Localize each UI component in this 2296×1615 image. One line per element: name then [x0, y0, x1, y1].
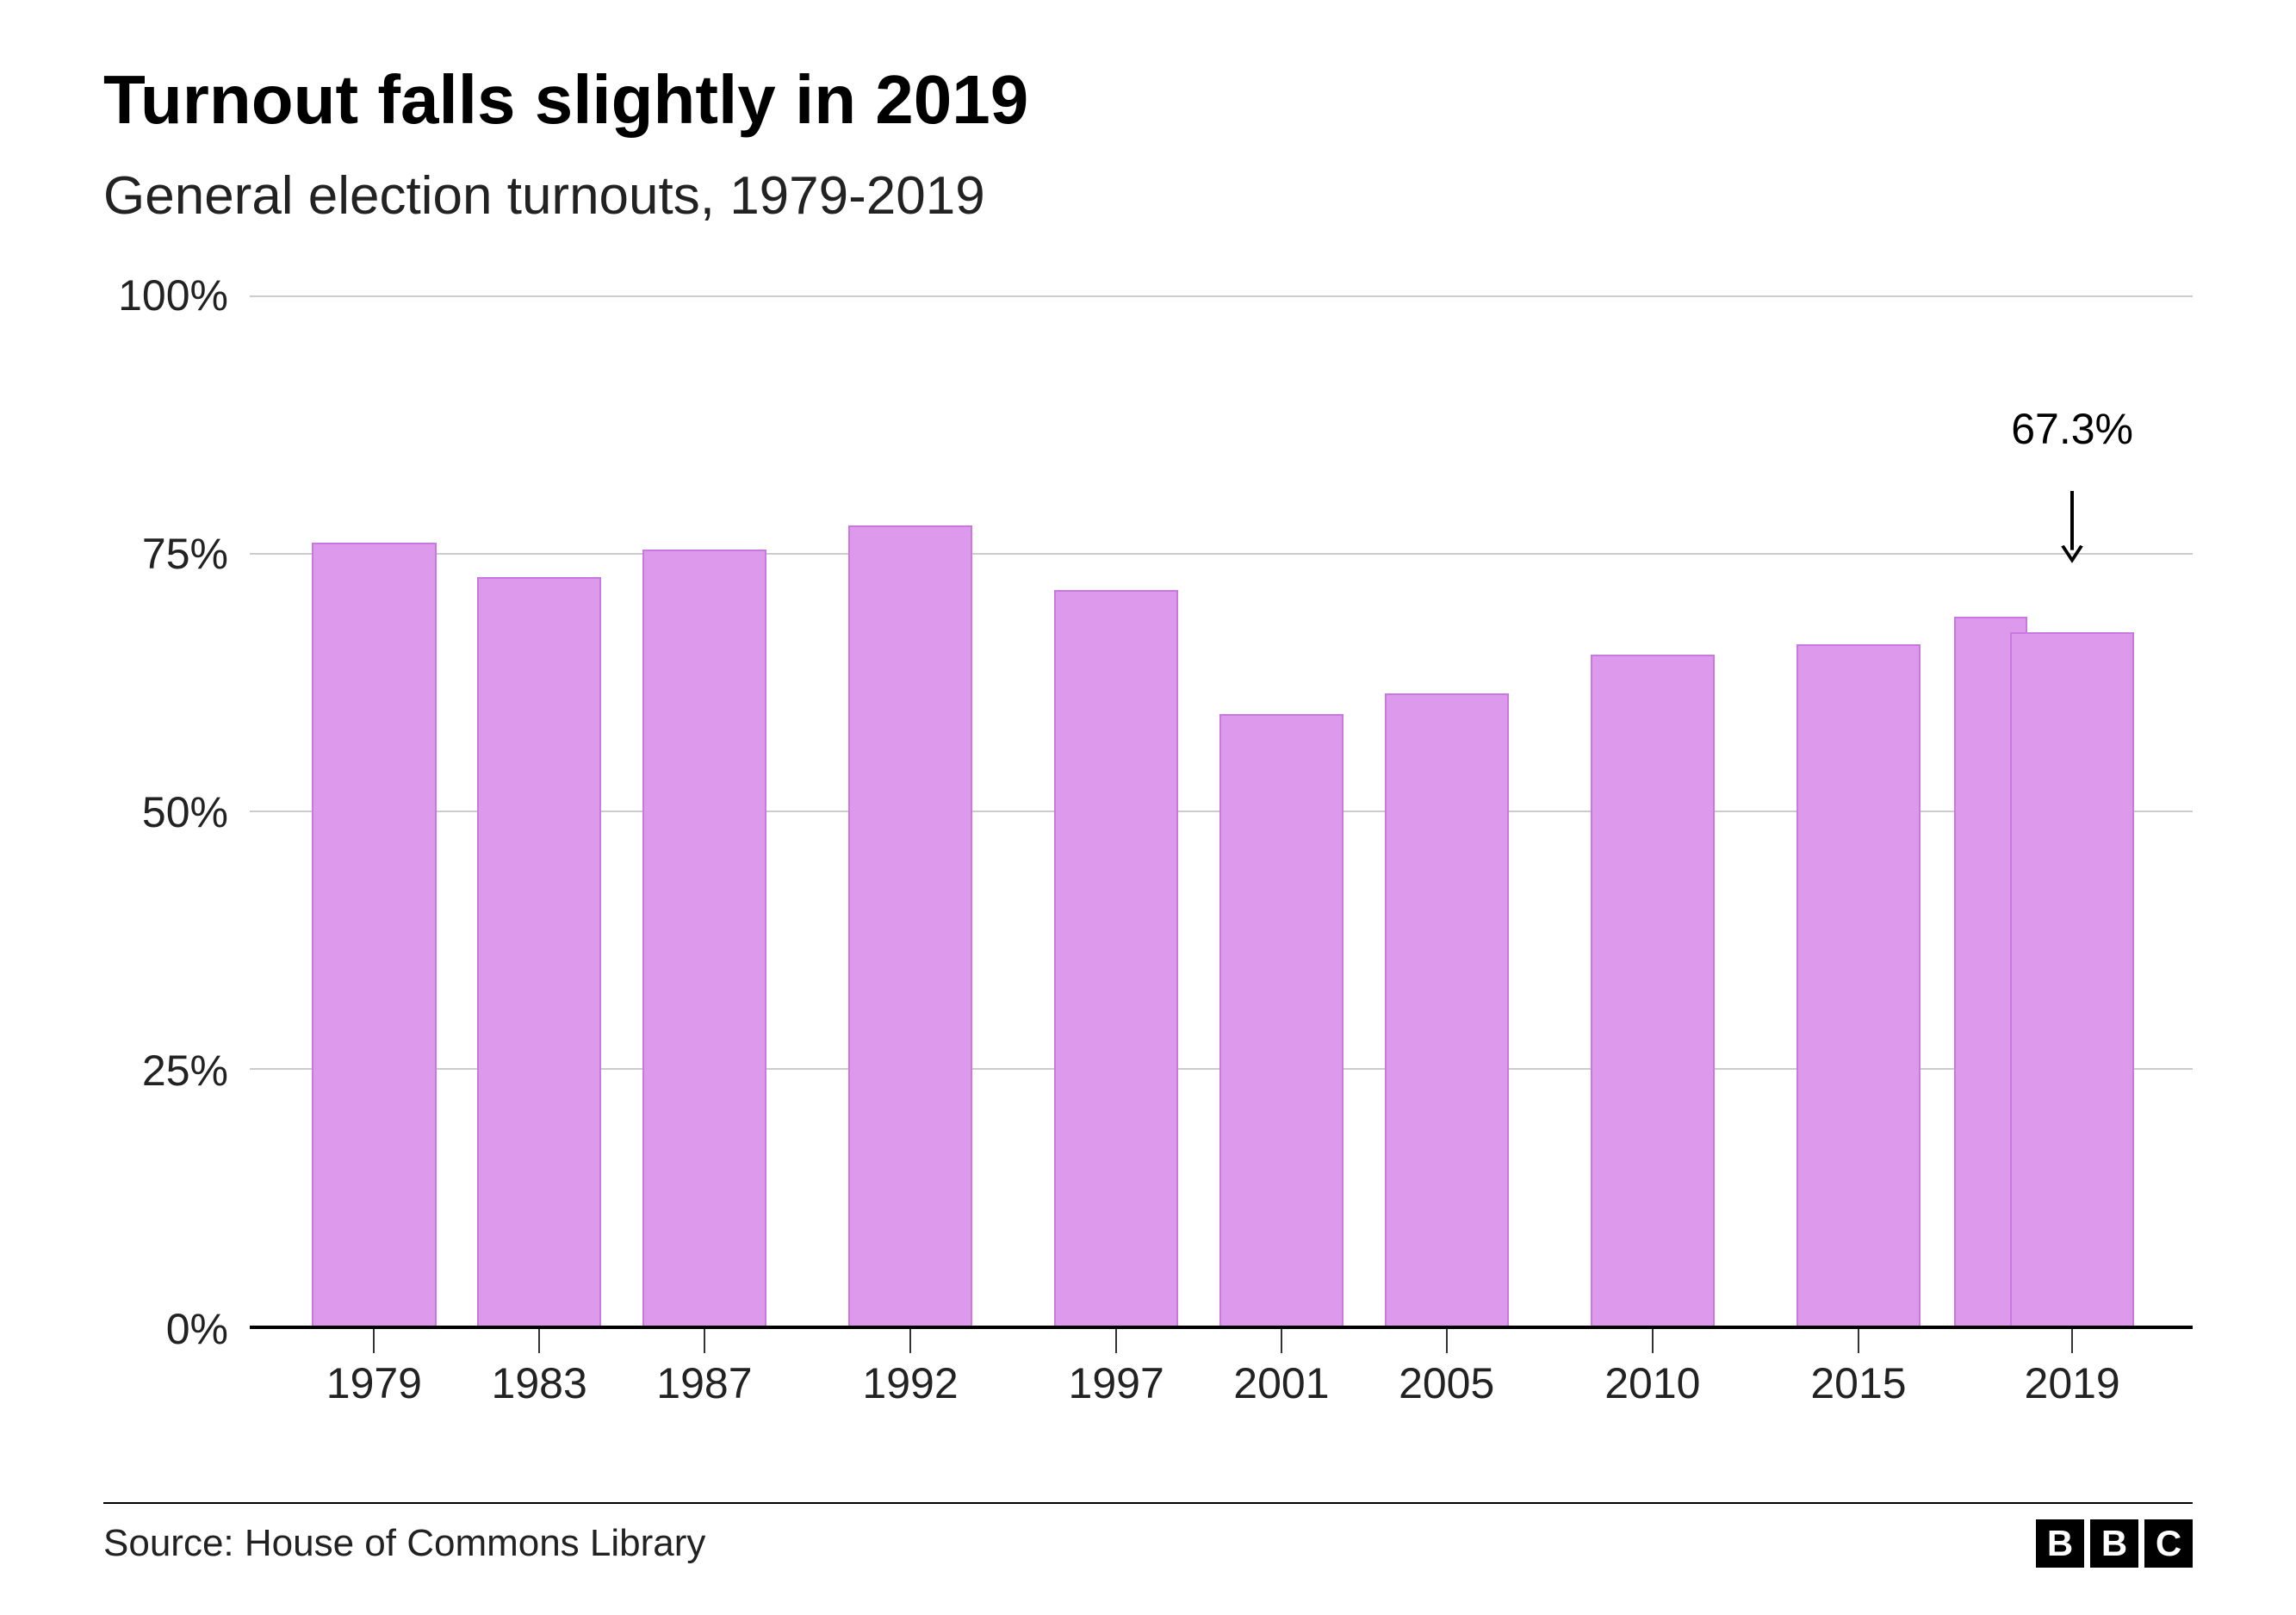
chart-subtitle: General election turnouts, 1979-2019 [103, 165, 2193, 227]
chart-footer: Source: House of Commons Library BBC [103, 1502, 2193, 1568]
x-tick [538, 1329, 540, 1353]
y-tick-label: 0% [166, 1304, 228, 1354]
source-text: Source: House of Commons Library [103, 1522, 705, 1565]
bbc-logo: BBC [2036, 1519, 2193, 1568]
bar [642, 550, 766, 1326]
x-tick [909, 1329, 911, 1353]
x-tick [704, 1329, 705, 1353]
bar [1219, 714, 1343, 1326]
x-tick-label: 1997 [1069, 1358, 1164, 1408]
x-tick-label: 2001 [1233, 1358, 1329, 1408]
x-tick [1281, 1329, 1282, 1353]
x-tick [1652, 1329, 1654, 1353]
x-tick-label: 2015 [1810, 1358, 1906, 1408]
y-tick-label: 25% [142, 1046, 228, 1096]
x-tick-label: 1987 [656, 1358, 752, 1408]
bar [1054, 590, 1178, 1326]
x-tick [1446, 1329, 1448, 1353]
chart-container: Turnout falls slightly in 2019 General e… [0, 0, 2296, 1615]
x-tick-label: 1979 [326, 1358, 422, 1408]
bbc-logo-box: C [2144, 1519, 2193, 1568]
bar [1591, 655, 1715, 1326]
bar [1385, 693, 1509, 1326]
y-tick-label: 50% [142, 787, 228, 837]
bars-group [250, 295, 2193, 1326]
x-tick [373, 1329, 375, 1353]
bbc-logo-box: B [2036, 1519, 2084, 1568]
y-tick-label: 75% [142, 529, 228, 579]
bar [2010, 632, 2134, 1326]
y-tick-label: 100% [118, 270, 228, 320]
x-tick-label: 2005 [1399, 1358, 1494, 1408]
bar [312, 543, 436, 1326]
x-tick-label: 1983 [492, 1358, 587, 1408]
chart-title: Turnout falls slightly in 2019 [103, 60, 2193, 140]
x-tick [1858, 1329, 1859, 1353]
bbc-logo-box: B [2090, 1519, 2138, 1568]
bar [1796, 644, 1921, 1326]
y-axis: 0%25%50%75%100% [103, 295, 250, 1329]
x-tick-label: 1992 [862, 1358, 958, 1408]
plot-area: 67.3% [250, 295, 2193, 1329]
annotation-label: 67.3% [2011, 404, 2133, 454]
plot-wrapper: 0%25%50%75%100% 67.3% [103, 295, 2193, 1329]
x-tick [1115, 1329, 1117, 1353]
bar [848, 525, 972, 1326]
bar [477, 577, 601, 1326]
x-tick [2071, 1329, 2073, 1353]
x-tick-label: 2010 [1604, 1358, 1700, 1408]
x-tick-label: 2019 [2025, 1358, 2120, 1408]
arrow-down-icon [2059, 491, 2085, 563]
x-axis: 1979 1983 1987 1992 1997 2001 2005 2010 2015 2019 [250, 1329, 2193, 1432]
